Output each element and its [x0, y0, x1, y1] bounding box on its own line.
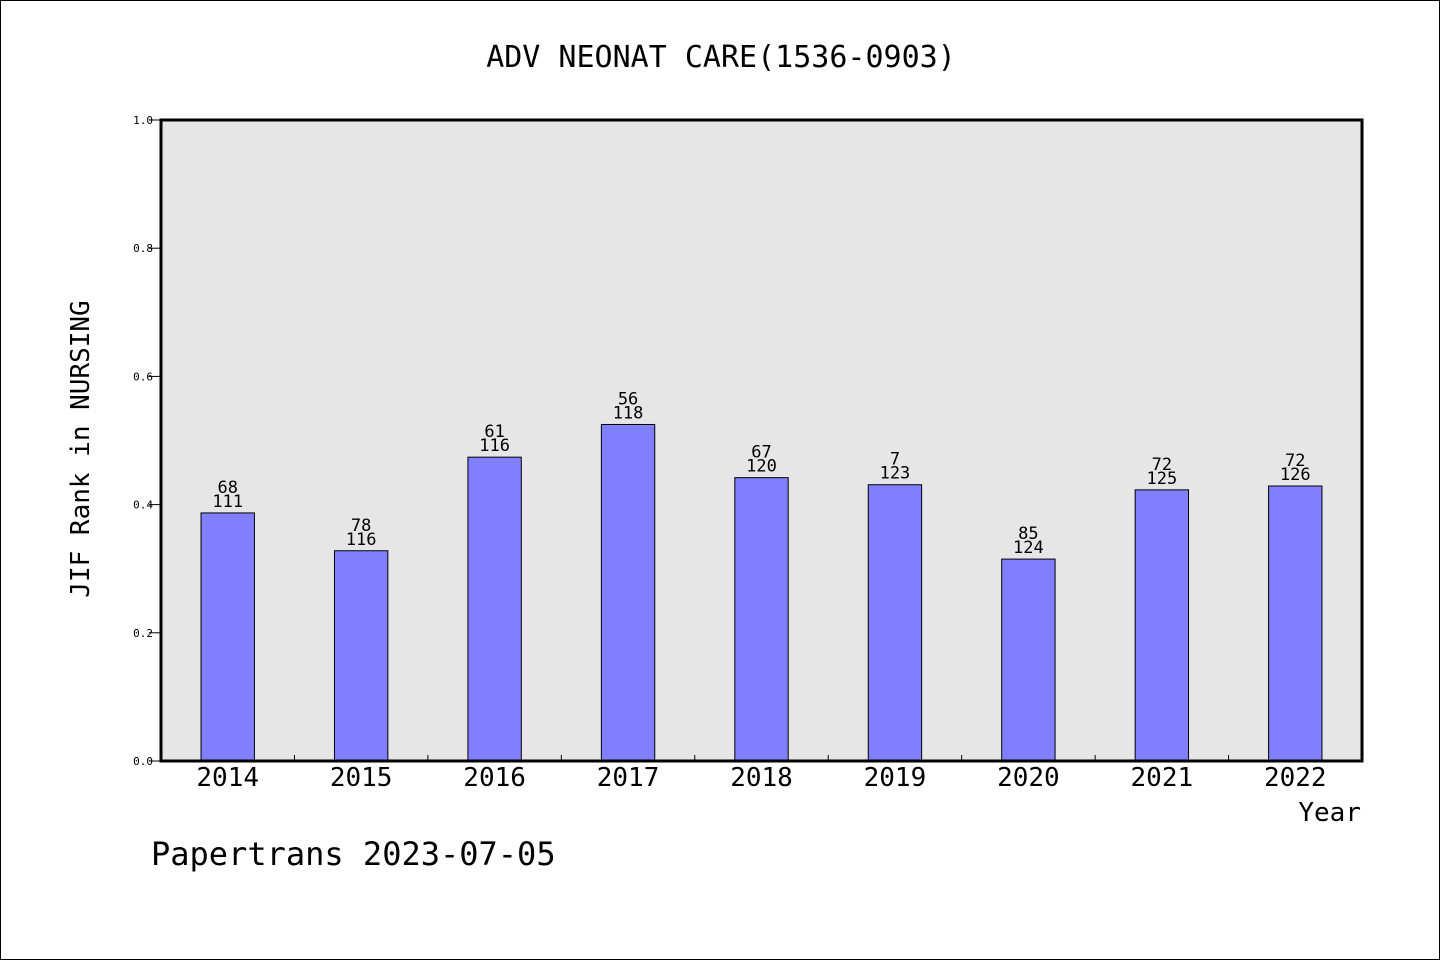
y-tick-label: 0.6: [133, 370, 153, 383]
y-tick-label: 0.4: [133, 499, 153, 512]
x-tick-label: 2018: [730, 763, 793, 793]
bar-label-bottom: 125: [1146, 469, 1177, 489]
x-tick-label: 2016: [463, 763, 526, 793]
bar-label-bottom: 120: [746, 457, 777, 477]
plot-frame: [159, 118, 1364, 763]
x-tick-label: 2021: [1131, 763, 1194, 793]
footer-text: Papertrans 2023-07-05: [151, 835, 556, 873]
x-tick-label: 2022: [1264, 763, 1327, 793]
bar: [867, 484, 923, 762]
bar-label-top: 61: [484, 422, 504, 442]
bar-label-top: 68: [217, 478, 237, 498]
bar: [467, 456, 522, 762]
bar-label-bottom: 126: [1280, 465, 1311, 485]
y-axis-label: JIF Rank in NURSING: [66, 300, 96, 597]
bar: [1268, 485, 1323, 762]
y-tick-label: 0.2: [133, 627, 153, 640]
bar: [734, 477, 789, 762]
bar: [200, 512, 255, 762]
bar-label-bottom: 123: [880, 464, 911, 484]
bar-label-bottom: 124: [1013, 538, 1044, 558]
plot-area: 0.00.20.40.60.81.06811120147811620156111…: [133, 114, 1364, 793]
bar-label-top: 67: [751, 443, 771, 463]
bar-label-top: 78: [351, 516, 371, 536]
bar: [333, 550, 389, 762]
bar-label-bottom: 116: [479, 436, 510, 456]
chart-title: ADV NEONAT CARE(1536-0903): [486, 40, 956, 75]
y-tick-label: 0.8: [133, 242, 153, 255]
y-tick-label: 1.0: [133, 114, 153, 127]
y-tick-label: 0.0: [133, 755, 153, 768]
bar-label-top: 56: [618, 389, 638, 409]
bar-label-top: 85: [1018, 524, 1038, 544]
bar-label-top: 72: [1285, 451, 1305, 471]
x-tick-label: 2017: [597, 763, 660, 793]
bar-label-bottom: 111: [212, 492, 243, 512]
bar: [1001, 558, 1056, 762]
x-axis-label: Year: [1298, 798, 1361, 828]
x-tick-label: 2019: [864, 763, 927, 793]
x-tick-label: 2015: [330, 763, 393, 793]
bar-label-bottom: 116: [346, 530, 377, 550]
bar: [600, 423, 656, 762]
x-tick-label: 2014: [196, 763, 259, 793]
bar-label-top: 7: [890, 450, 900, 470]
x-tick-label: 2020: [997, 763, 1060, 793]
bar-label-top: 72: [1152, 455, 1172, 475]
bar-label-bottom: 118: [613, 403, 644, 423]
bar: [1134, 489, 1190, 762]
